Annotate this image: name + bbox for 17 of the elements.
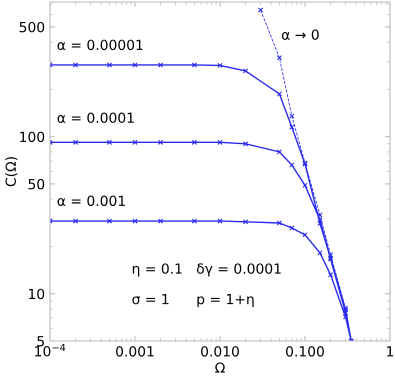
x-tick-label: 0.010 bbox=[201, 346, 239, 357]
annotation: α = 0.0001 bbox=[58, 112, 134, 123]
y-tick-label: 5 bbox=[37, 336, 44, 346]
y-axis-title: C(Ω) bbox=[5, 157, 18, 186]
y-tick-label: 100 bbox=[20, 132, 44, 142]
y-tick-label: 500 bbox=[20, 22, 44, 32]
y-tick-label: 10 bbox=[28, 288, 44, 300]
x-tick-label: 1 bbox=[387, 346, 394, 356]
annotation: σ = 1 p = 1+η bbox=[132, 294, 254, 308]
x-tick-label: 0.001 bbox=[116, 346, 154, 357]
annotation: η = 0.1 δγ = 0.0001 bbox=[132, 263, 281, 277]
x-axis-title: Ω bbox=[215, 362, 225, 373]
annotation: α → 0 bbox=[282, 29, 319, 40]
annotation: α = 0.001 bbox=[58, 196, 125, 206]
y-tick-label: 50 bbox=[28, 178, 44, 190]
x-tick-label: 0.100 bbox=[286, 346, 324, 357]
annotation: α = 0.00001 bbox=[58, 40, 143, 50]
